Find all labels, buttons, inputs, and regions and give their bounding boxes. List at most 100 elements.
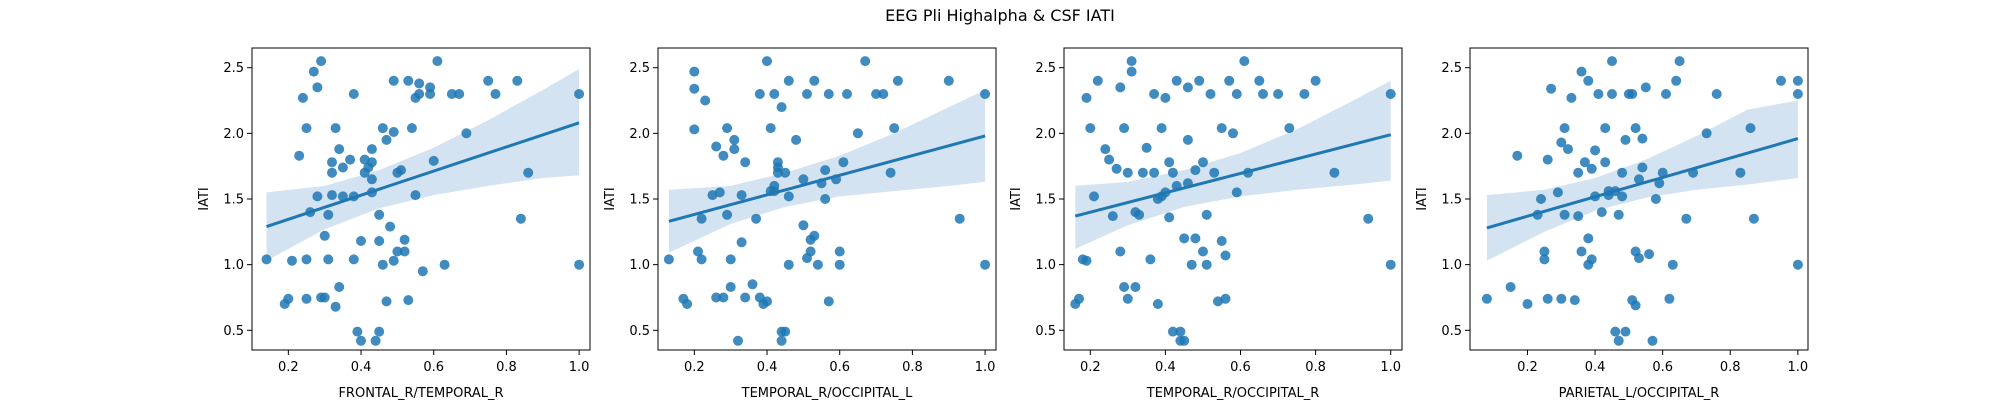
data-point	[312, 191, 323, 202]
data-point	[1590, 145, 1601, 156]
data-point	[700, 95, 711, 106]
data-point	[334, 282, 345, 292]
data-point	[765, 123, 776, 134]
data-point	[294, 150, 305, 161]
data-point	[762, 56, 772, 67]
data-point	[1104, 154, 1115, 165]
data-point	[860, 56, 871, 67]
data-point	[1137, 167, 1148, 178]
data-point	[1100, 144, 1111, 155]
data-point	[388, 127, 399, 137]
y-axis-label: IATI	[1415, 187, 1430, 211]
data-point	[772, 167, 783, 178]
subplot-2: 0.2 0.4 0.6 0.8 1.0 0.5 1.0 1.5 2.0 2.5 TEMPORAL_R…	[603, 47, 997, 401]
data-point	[1130, 282, 1141, 292]
data-point	[1505, 282, 1516, 292]
data-point	[1701, 128, 1712, 139]
data-point	[1190, 233, 1201, 244]
data-point	[1552, 187, 1563, 198]
y-tick-label: 2.0	[629, 127, 650, 142]
data-point	[711, 292, 722, 303]
data-point	[823, 296, 834, 307]
data-point	[823, 89, 834, 99]
data-point	[1556, 293, 1567, 304]
x-axis-label: FRONTAL_R/TEMPORAL_R	[338, 386, 503, 400]
data-point	[736, 190, 747, 201]
x-tick-label: 0.2	[1080, 360, 1101, 375]
data-point	[780, 326, 791, 337]
y-tick-label: 1.5	[1035, 193, 1056, 208]
data-point	[783, 75, 794, 86]
data-point	[1586, 163, 1597, 174]
data-point	[1650, 194, 1661, 204]
data-point	[446, 89, 457, 99]
data-point	[396, 165, 406, 176]
y-tick-label: 2.5	[1441, 61, 1462, 76]
data-point	[301, 254, 312, 265]
y-axis-label: IATI	[197, 187, 212, 211]
data-point	[1224, 75, 1235, 86]
data-point	[1617, 191, 1628, 202]
data-point	[301, 123, 312, 134]
data-point	[327, 167, 337, 178]
data-point	[722, 209, 733, 220]
data-point	[319, 230, 330, 241]
data-point	[414, 89, 425, 99]
y-tick-label: 1.0	[629, 258, 650, 273]
data-point	[1385, 259, 1396, 270]
data-point	[297, 92, 308, 103]
data-point	[1385, 89, 1396, 99]
data-point	[1167, 326, 1178, 337]
data-point	[1735, 167, 1746, 178]
data-point	[1559, 123, 1570, 134]
y-axis-label: IATI	[603, 187, 618, 211]
data-point	[1231, 187, 1242, 198]
x-tick-label: 0.2	[684, 360, 705, 375]
data-point	[377, 259, 388, 270]
confidence-band	[1075, 80, 1391, 249]
data-point	[820, 165, 831, 176]
data-point	[1620, 134, 1631, 145]
data-point	[381, 134, 392, 145]
data-point	[1198, 157, 1208, 168]
y-tick-label: 2.0	[1441, 127, 1462, 142]
data-point	[356, 335, 366, 346]
data-point	[425, 89, 436, 99]
data-point	[696, 254, 707, 265]
data-point	[1149, 89, 1160, 99]
data-point	[1630, 123, 1641, 134]
data-point	[323, 209, 334, 220]
data-point	[327, 157, 337, 168]
data-point	[308, 66, 319, 77]
x-tick-label: 1.0	[1788, 360, 1809, 375]
data-point	[301, 293, 312, 304]
data-point	[483, 75, 494, 86]
data-point	[356, 236, 366, 246]
data-point	[834, 259, 845, 270]
y-tick-label: 1.5	[629, 193, 650, 208]
y-axis-label: IATI	[1009, 187, 1024, 211]
data-point	[1216, 236, 1227, 246]
data-point	[337, 162, 348, 173]
data-point	[751, 213, 762, 224]
data-point	[1164, 212, 1175, 223]
data-point	[725, 254, 736, 265]
x-tick-label: 0.6	[423, 360, 444, 375]
data-point	[1205, 89, 1216, 99]
data-point	[1122, 167, 1133, 178]
data-point	[399, 246, 410, 257]
data-point	[1671, 75, 1682, 86]
data-point	[1637, 133, 1648, 144]
data-point	[319, 292, 330, 303]
data-point	[1115, 82, 1126, 93]
x-tick-label: 0.4	[757, 360, 778, 375]
data-point	[1152, 299, 1163, 309]
y-tick-label: 0.5	[629, 324, 650, 339]
data-point	[729, 144, 740, 155]
data-point	[1667, 259, 1678, 270]
data-point	[754, 89, 765, 99]
x-axis-label: TEMPORAL_R/OCCIPITAL_L	[741, 386, 913, 400]
data-point	[1258, 89, 1268, 99]
data-point	[417, 266, 428, 277]
data-point	[1610, 326, 1621, 337]
